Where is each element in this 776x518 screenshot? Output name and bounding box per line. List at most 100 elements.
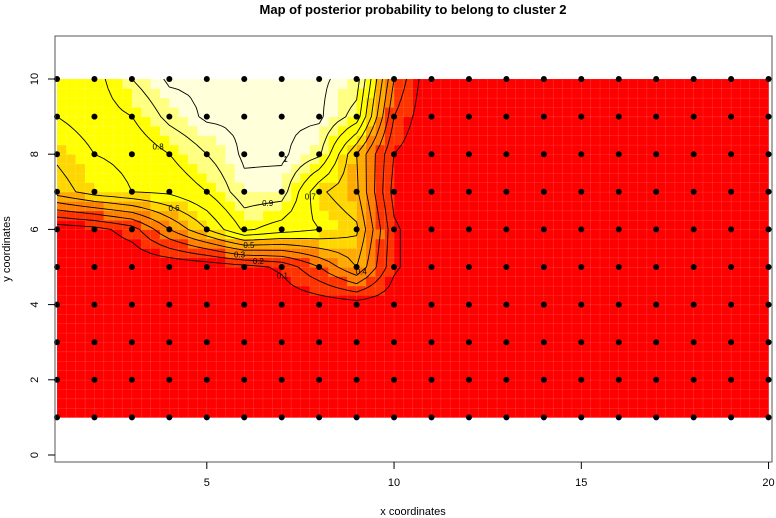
heatmap-cell [318,360,330,371]
heatmap-cell [655,313,667,324]
heatmap-cell [403,219,414,230]
sample-point [241,226,248,233]
heatmap-cell [637,294,648,306]
heatmap-cell [384,238,395,249]
heatmap-cell [730,135,742,146]
heatmap-cell [169,172,180,183]
heatmap-cell [253,266,264,277]
heatmap-cell [702,360,713,371]
heatmap-cell [412,219,423,230]
heatmap-cell [431,247,442,259]
heatmap-cell [253,116,264,127]
heatmap-cell [393,398,404,409]
heatmap-cell [141,313,152,324]
y-tick-label: 0 [29,452,41,458]
heatmap-cell [478,200,489,212]
heatmap-cell [412,210,423,221]
heatmap-cell [449,370,461,381]
heatmap-cell [234,323,245,334]
heatmap-cell [178,285,189,296]
heatmap-cell [599,351,610,362]
heatmap-cell [365,351,376,362]
heatmap-cell [403,135,414,146]
heatmap-cell [112,360,124,371]
heatmap-cell [365,398,376,409]
sample-point [91,151,98,158]
heatmap-cell [552,210,564,221]
heatmap-cell [262,135,273,146]
heatmap-cell [712,360,723,371]
heatmap-cell [571,247,582,259]
heatmap-cell [66,398,77,409]
heatmap-cell [459,323,470,334]
heatmap-cell [627,407,639,418]
heatmap-cell [627,304,639,315]
heatmap-cell [496,88,507,99]
heatmap-cell [403,163,414,174]
sample-point [690,113,697,120]
heatmap-cell [169,360,180,371]
heatmap-cell [515,97,526,108]
heatmap-cell [646,388,657,400]
heatmap-cell [337,398,348,409]
heatmap-cell [300,153,311,165]
heatmap-cell [103,125,114,136]
heatmap-cell [75,97,86,108]
heatmap-cell [300,379,311,390]
heatmap-cell [253,360,264,371]
heatmap-cell [524,313,536,324]
heatmap-cell [262,238,273,249]
heatmap-cell [449,153,461,165]
heatmap-cell [496,360,507,371]
heatmap-cell [702,379,713,390]
heatmap-cell [468,398,479,409]
heatmap-cell [150,285,161,296]
heatmap-cell [665,116,676,127]
heatmap-cell [225,370,236,381]
heatmap-cell [478,294,489,306]
heatmap-cell [590,257,601,268]
heatmap-cell [599,266,610,277]
heatmap-cell [197,313,208,324]
sample-point [728,151,735,158]
heatmap-cell [215,370,227,381]
contour-label: 1 [283,155,288,164]
heatmap-cell [693,388,704,400]
heatmap-cell [328,388,339,400]
heatmap-cell [365,153,376,165]
heatmap-cell [440,88,451,99]
heatmap-cell [75,313,86,324]
heatmap-cell [515,398,526,409]
heatmap-cell [543,200,554,212]
heatmap-cell [524,116,536,127]
heatmap-cell [478,191,489,202]
heatmap-cell [112,294,124,306]
heatmap-cell [337,266,348,277]
heatmap-cell [712,106,723,118]
contour-label: 0.6 [168,204,180,213]
heatmap-cell [122,163,133,174]
heatmap-cell [187,163,198,174]
heatmap-cell [253,97,264,108]
heatmap-cell [262,332,273,343]
heatmap-cell [94,163,105,174]
heatmap-cell [665,388,676,400]
heatmap-cell [290,370,301,381]
heatmap-cell [543,210,554,221]
heatmap-cell [506,398,517,409]
heatmap-cell [253,276,264,287]
heatmap-cell [627,266,639,277]
heatmap-cell [524,238,536,249]
sample-point [241,339,248,346]
heatmap-cell [758,135,770,146]
heatmap-cell [468,360,479,371]
heatmap-cell [487,135,498,146]
sample-point [428,188,435,195]
heatmap-cell [637,210,648,221]
sample-point [316,264,323,270]
heatmap-cell [225,360,236,371]
heatmap-cell [637,370,648,381]
heatmap-cell [543,285,554,296]
heatmap-cell [758,360,770,371]
heatmap-cell [590,332,601,343]
